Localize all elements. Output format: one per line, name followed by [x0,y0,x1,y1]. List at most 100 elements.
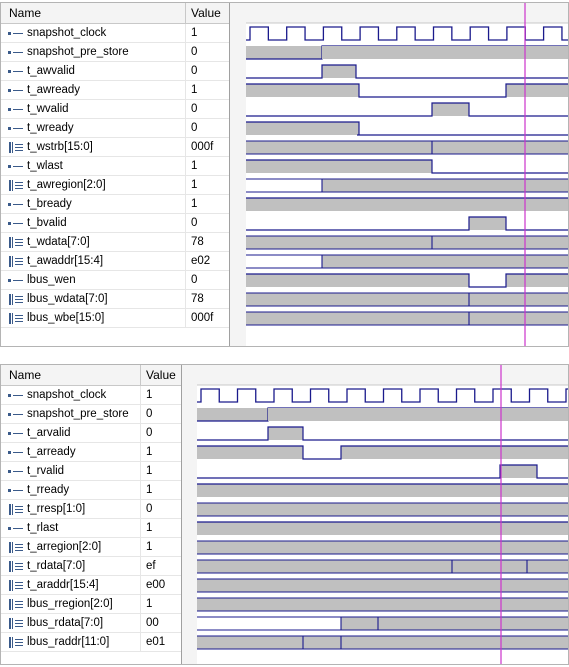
signal-name: t_arregion[2:0] [27,541,102,553]
signal-name: snapshot_clock [27,27,107,39]
signal-row[interactable]: t_araddr[15:4] e00 [1,576,181,595]
signal-name: t_rresp[1:0] [27,503,86,515]
signal-row[interactable]: t_wvalid 0 [1,100,229,119]
column-divider [140,614,141,633]
column-divider [185,119,186,138]
column-divider [185,176,186,195]
signal-row[interactable]: lbus_wbe[15:0] 000f [1,309,229,328]
signal-row[interactable]: t_rresp[1:0] 0 [1,500,181,519]
wave-t-wdata-7-0- [246,235,568,250]
signal-row[interactable]: lbus_rregion[2:0] 1 [1,595,181,614]
trace [246,102,568,117]
column-divider [140,462,141,481]
signal-row[interactable]: snapshot_pre_store 0 [1,405,181,424]
signal-row[interactable]: t_bvalid 0 [1,214,229,233]
signal-row[interactable]: t_awaddr[15:4] e02 [1,252,229,271]
fill-region [268,408,568,421]
waveform-canvas[interactable] [246,3,569,347]
signal-row[interactable]: snapshot_clock 1 [1,24,229,43]
signal-row[interactable]: t_arready 1 [1,443,181,462]
waveform-area[interactable] [197,365,569,665]
bus-fill [432,141,568,154]
signal-row[interactable]: t_awregion[2:0] 1 [1,176,229,195]
signal-name: lbus_wbe[15:0] [27,312,105,324]
column-divider [140,405,141,424]
signal-value: 1 [191,179,198,191]
waveform-panel-write: Name Value snapshot_clock 1 snapshot_pre_s… [0,2,569,347]
wave-lbus-wbe-15-0- [246,311,568,326]
high-fill [197,484,568,497]
signal-row[interactable]: t_rdata[7:0] ef [1,557,181,576]
signal-row[interactable]: t_wready 0 [1,119,229,138]
signal-row[interactable]: t_awready 1 [1,81,229,100]
bus-fill [341,636,568,649]
column-divider [140,595,141,614]
signal-row[interactable]: t_wlast 1 [1,157,229,176]
wave-t-rlast [197,521,568,535]
signal-row[interactable]: t_bready 1 [1,195,229,214]
signal-row[interactable]: lbus_wen 0 [1,271,229,290]
signal-value: 0 [191,274,198,286]
signal-value: 0 [191,122,198,134]
signal-row[interactable]: t_rlast 1 [1,519,181,538]
wave-t-awregion-2-0- [246,178,568,193]
signal-row[interactable]: t_wdata[7:0] 78 [1,233,229,252]
value-column-header[interactable]: Value [146,368,176,382]
signal-value: 78 [191,236,204,248]
signal-name: lbus_raddr[11:0] [27,636,110,648]
clock-trace [197,388,568,403]
waveform-area[interactable] [246,3,569,347]
column-divider [140,500,141,519]
wave-t-awaddr-15-4- [246,254,568,269]
column-divider [185,81,186,100]
wave-snapshot-pre-store [197,407,568,422]
name-column-header[interactable]: Name [9,6,42,20]
signal-name: t_wstrb[15:0] [27,141,93,153]
bus-fill [341,617,378,630]
signal-value: 1 [146,522,153,534]
signal-row[interactable]: snapshot_clock 1 [1,386,181,405]
bit-signal-icon [8,447,24,457]
column-divider[interactable] [185,3,186,23]
signal-name: t_rdata[7:0] [27,560,86,572]
signal-value: 78 [191,293,204,305]
signal-row[interactable]: t_arvalid 0 [1,424,181,443]
bit-signal-icon [8,428,24,438]
signal-row[interactable]: snapshot_pre_store 0 [1,43,229,62]
signal-name: t_awready [27,84,81,96]
column-divider[interactable] [140,365,141,385]
name-column-header[interactable]: Name [9,368,42,382]
signal-list-header: Name Value [1,3,229,24]
signal-value: 0 [146,427,153,439]
wave-t-arready [197,445,568,460]
bus-signal-icon [8,294,24,305]
signal-row[interactable]: lbus_raddr[11:0] e01 [1,633,181,652]
wave-lbus-wdata-7-0- [246,292,568,307]
value-column-header[interactable]: Value [191,6,221,20]
signal-row[interactable]: lbus_rdata[7:0] 00 [1,614,181,633]
trace [246,216,568,231]
bit-signal-icon [8,409,24,419]
wave-t-awready [246,83,568,98]
signal-row[interactable]: t_arregion[2:0] 1 [1,538,181,557]
signal-row[interactable]: t_wstrb[15:0] 000f [1,138,229,157]
signal-value: 1 [146,389,153,401]
waveform-canvas[interactable] [197,365,569,665]
signal-row[interactable]: lbus_wdata[7:0] 78 [1,290,229,309]
signal-row[interactable]: t_rready 1 [1,481,181,500]
column-divider [140,386,141,405]
signal-list: Name Value snapshot_clock 1 snapshot_pre_s… [1,365,182,664]
signal-row[interactable]: t_awvalid 0 [1,62,229,81]
signal-name: lbus_rdata[7:0] [27,617,104,629]
wave-header [246,3,568,23]
wave-t-rvalid [197,464,568,479]
wave-snapshot-clock [246,26,568,41]
high-fill [197,446,303,459]
waveform-panel-read: Name Value snapshot_clock 1 snapshot_pre_s… [0,364,569,665]
column-divider [140,538,141,557]
wave-t-rresp-1-0- [197,502,568,517]
signal-row[interactable]: t_rvalid 1 [1,462,181,481]
bus-fill [378,617,568,630]
bus-fill [469,312,568,325]
column-divider [185,309,186,328]
